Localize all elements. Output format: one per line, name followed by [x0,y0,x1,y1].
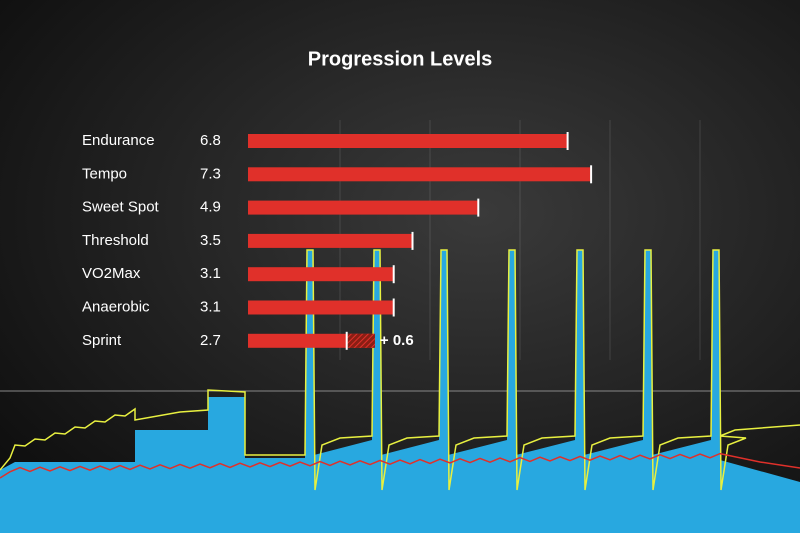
bar [248,267,394,282]
bar [248,300,394,315]
heart-rate-line [0,452,800,479]
gain-segment [346,333,375,348]
value-label: 7.3 [200,165,221,182]
category-label: Sprint [82,332,122,349]
category-label: VO2Max [82,265,141,282]
category-label: Threshold [82,232,149,249]
value-label: 3.5 [200,232,221,249]
bar [248,134,568,148]
gain-label: + 0.6 [380,332,414,349]
value-label: 6.8 [200,132,221,149]
bars: Endurance 6.8 Tempo 7.3 Sweet Spot 4.9 Thresho… [82,120,701,360]
chart-title: Progression Levels [308,48,493,70]
category-label: Tempo [82,165,127,182]
category-label: Sweet Spot [82,199,160,216]
workout-graph [0,249,800,533]
bar [248,233,413,248]
power-area [0,250,800,533]
value-label: 4.9 [200,199,221,216]
bar [248,200,479,215]
power-line [0,249,800,491]
value-label: 2.7 [200,332,221,349]
value-label: 3.1 [200,298,221,315]
category-label: Anaerobic [82,298,150,315]
category-label: Endurance [82,132,155,149]
bar [248,167,592,182]
bar [248,333,375,348]
value-label: 3.1 [200,265,221,282]
